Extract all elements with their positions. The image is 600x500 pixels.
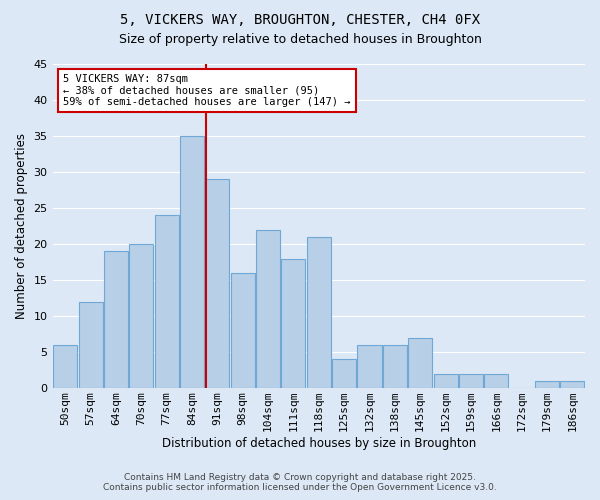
Text: 5 VICKERS WAY: 87sqm
← 38% of detached houses are smaller (95)
59% of semi-detac: 5 VICKERS WAY: 87sqm ← 38% of detached h… xyxy=(63,74,350,107)
Bar xyxy=(104,252,128,388)
Bar xyxy=(129,244,154,388)
Bar xyxy=(307,237,331,388)
Bar xyxy=(484,374,508,388)
Bar xyxy=(79,302,103,388)
X-axis label: Distribution of detached houses by size in Broughton: Distribution of detached houses by size … xyxy=(161,437,476,450)
Bar xyxy=(408,338,432,388)
Text: Contains HM Land Registry data © Crown copyright and database right 2025.
Contai: Contains HM Land Registry data © Crown c… xyxy=(103,473,497,492)
Bar xyxy=(535,381,559,388)
Bar xyxy=(53,345,77,388)
Bar xyxy=(434,374,458,388)
Bar xyxy=(180,136,204,388)
Bar xyxy=(230,273,255,388)
Text: 5, VICKERS WAY, BROUGHTON, CHESTER, CH4 0FX: 5, VICKERS WAY, BROUGHTON, CHESTER, CH4 … xyxy=(120,12,480,26)
Bar xyxy=(155,216,179,388)
Bar xyxy=(205,180,229,388)
Bar xyxy=(332,360,356,388)
Bar xyxy=(358,345,382,388)
Text: Size of property relative to detached houses in Broughton: Size of property relative to detached ho… xyxy=(119,32,481,46)
Y-axis label: Number of detached properties: Number of detached properties xyxy=(15,133,28,319)
Bar xyxy=(383,345,407,388)
Bar xyxy=(281,258,305,388)
Bar xyxy=(459,374,483,388)
Bar xyxy=(256,230,280,388)
Bar xyxy=(560,381,584,388)
